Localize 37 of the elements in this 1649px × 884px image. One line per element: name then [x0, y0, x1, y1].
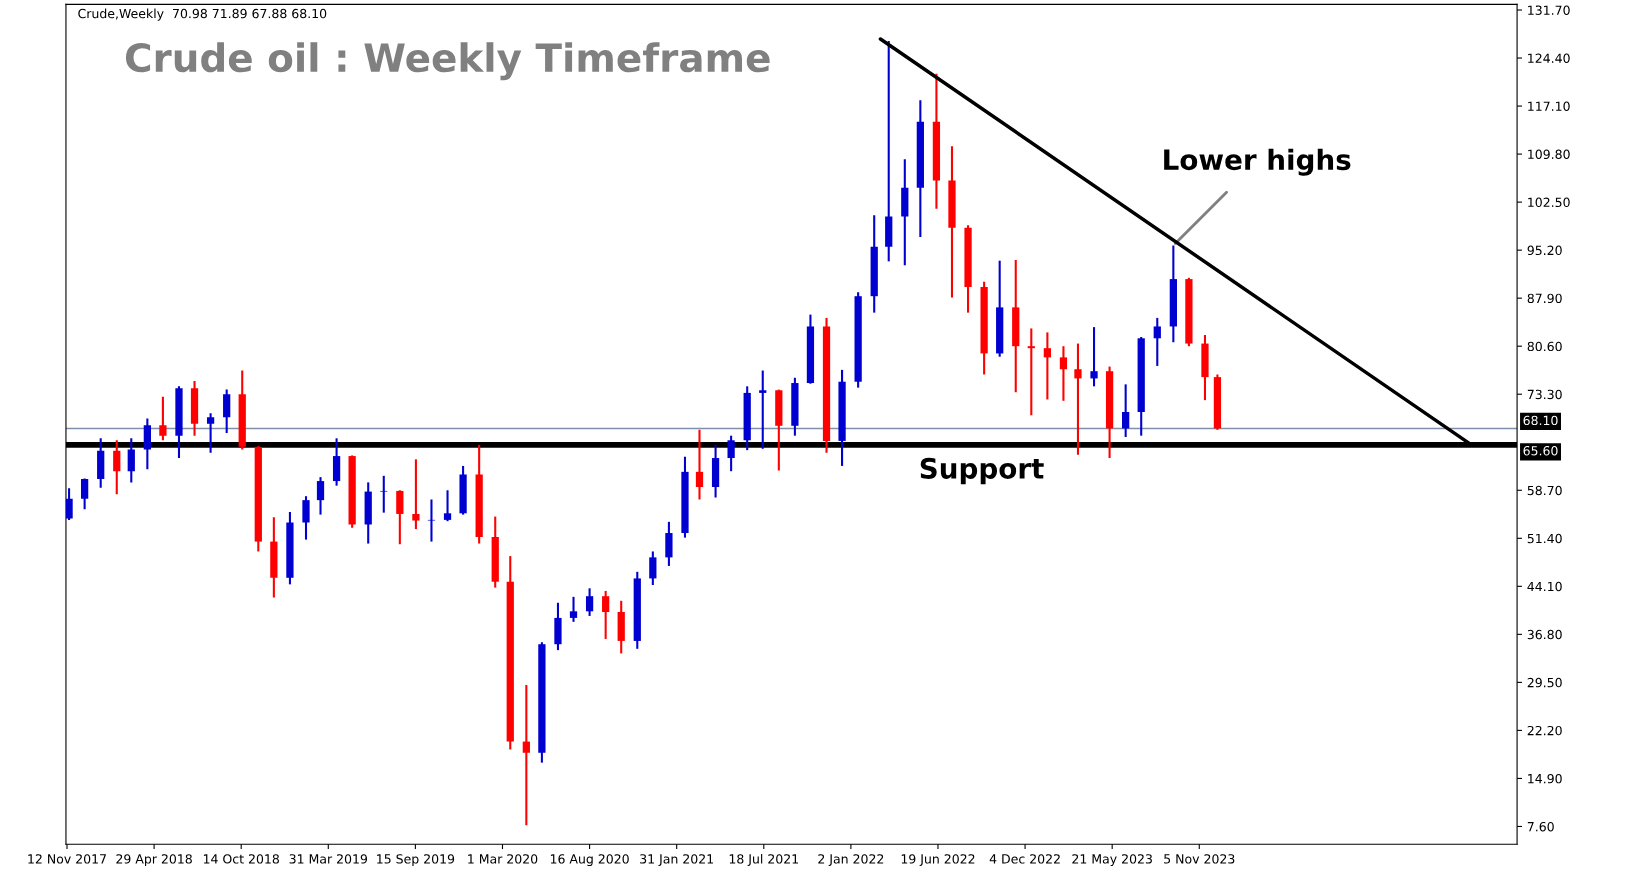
- y-tick-label: 14.90: [1528, 773, 1562, 784]
- y-tick-label: 102.50: [1528, 197, 1570, 208]
- x-tick-label: 31 Jan 2021: [640, 854, 713, 866]
- y-tick-label: 29.50: [1527, 677, 1562, 688]
- x-tick-label: 31 Mar 2019: [289, 854, 368, 864]
- y-tick-label: 51.40: [1527, 533, 1562, 544]
- y-tick-label: 58.70: [1527, 485, 1562, 496]
- y-tick-label: 109.80: [1528, 149, 1570, 160]
- x-tick-label: 12 Nov 2017: [28, 854, 106, 864]
- ref-line-label: 65.60: [1523, 446, 1558, 456]
- annotation: Crude,Weekly 70.98 71.89 67.88 68.10: [78, 8, 327, 21]
- y-tick-label: 124.40: [1528, 53, 1570, 63]
- y-tick-label: 87.90: [1527, 293, 1562, 304]
- y-tick-label: 44.10: [1527, 581, 1562, 592]
- x-tick-label: 29 Apr 2018: [116, 854, 192, 867]
- y-tick-label: 95.20: [1527, 245, 1562, 256]
- x-tick-label: 21 May 2023: [1072, 854, 1152, 867]
- x-tick-label: 2 Jan 2022: [818, 854, 884, 866]
- annotation: Support: [920, 457, 1044, 485]
- x-tick-label: 4 Dec 2022: [989, 854, 1060, 864]
- y-tick-label: 117.10: [1528, 101, 1570, 111]
- x-tick-label: 5 Nov 2023: [1164, 854, 1235, 864]
- x-tick-label: 1 Mar 2020: [468, 854, 538, 864]
- x-tick-label: 19 Jun 2022: [901, 854, 975, 866]
- y-tick-label: 7.60: [1527, 821, 1554, 832]
- y-tick-label: 80.60: [1527, 341, 1562, 352]
- y-tick-label: 131.70: [1528, 5, 1570, 15]
- y-tick-label: 36.80: [1527, 629, 1562, 640]
- x-tick-label: 18 Jul 2021: [729, 853, 798, 866]
- ref-line-label: 68.10: [1523, 415, 1558, 426]
- y-tick-label: 22.20: [1527, 725, 1562, 736]
- y-tick-label: 73.30: [1527, 389, 1562, 400]
- x-tick-label: 16 Aug 2020: [550, 854, 629, 867]
- annotation: Lower highs: [1164, 148, 1351, 176]
- x-tick-label: 15 Sep 2019: [377, 854, 455, 867]
- x-tick-label: 14 Oct 2018: [203, 854, 279, 864]
- text: Crude oil : Weekly Timeframe: [125, 42, 770, 81]
